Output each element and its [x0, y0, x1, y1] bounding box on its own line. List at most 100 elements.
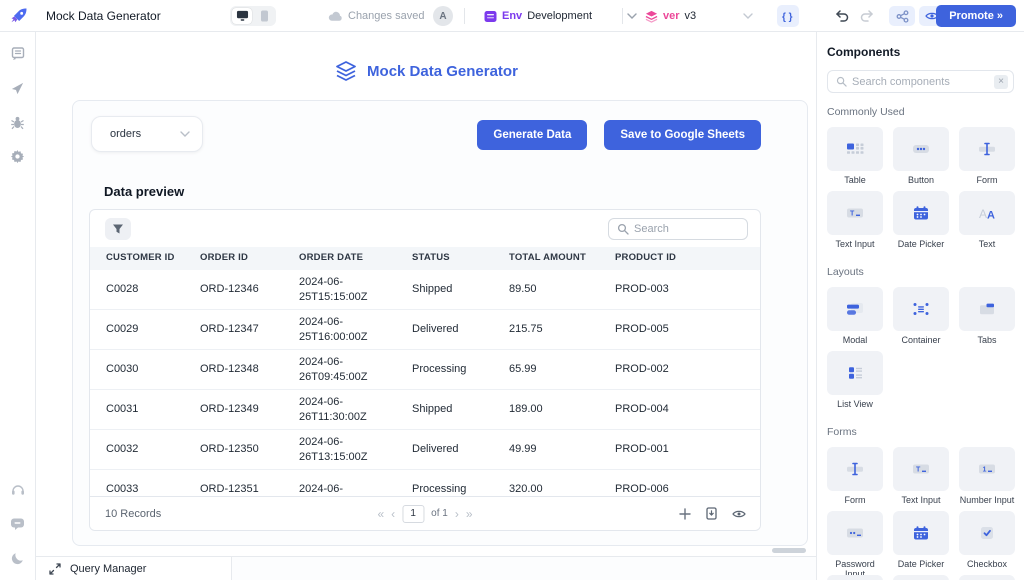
search-icon [836, 76, 847, 87]
component-item-text-input[interactable]: TText Input [827, 191, 883, 249]
save-to-sheets-button[interactable]: Save to Google Sheets [604, 120, 761, 150]
cell-customer-id: C0030 [106, 362, 200, 377]
component-item-form[interactable]: Form [827, 447, 883, 505]
records-count: 10 Records [105, 508, 161, 520]
column-header-order-date[interactable]: ORDER DATE [299, 252, 412, 265]
component-item-label: Text Input [893, 495, 949, 505]
env-label: Env [502, 10, 522, 22]
text-icon: AA [976, 204, 998, 222]
sidebar-item-inspector[interactable] [6, 76, 30, 100]
sidebar-item-pages[interactable] [6, 42, 30, 66]
component-item-date-picker[interactable]: Date Picker [893, 511, 949, 569]
moon-icon [11, 551, 25, 565]
component-item-checkbox[interactable]: Checkbox [959, 511, 1015, 569]
first-page-icon[interactable]: « [377, 508, 384, 520]
generator-card: orders Generate Data Save to Google Shee… [72, 100, 808, 546]
page-number-input[interactable] [402, 505, 424, 523]
code-braces-button[interactable]: { } [777, 5, 799, 27]
filter-button[interactable] [105, 218, 131, 240]
component-item-number-input[interactable]: 1Number Input [959, 447, 1015, 505]
query-manager-toggle[interactable]: Query Manager [36, 557, 232, 580]
divider [622, 8, 623, 24]
column-header-product-id[interactable]: PRODUCT ID [615, 252, 760, 265]
column-header-customer-id[interactable]: CUSTOMER ID [106, 252, 200, 265]
column-header-total-amount[interactable]: TOTAL AMOUNT [509, 252, 615, 265]
next-page-icon[interactable]: › [455, 508, 459, 520]
component-item-list-view[interactable]: List View [827, 351, 883, 409]
cell-total-amount: 65.99 [509, 362, 615, 377]
undo-button[interactable] [832, 6, 852, 26]
component-item[interactable] [893, 575, 949, 580]
cell-order-id: ORD-12350 [200, 442, 299, 457]
cell-total-amount: 320.00 [509, 482, 615, 496]
component-item-modal[interactable]: Modal [827, 287, 883, 345]
clear-search-icon[interactable]: × [994, 75, 1008, 89]
cell-order-date: 2024-06-25T15:15:00Z [299, 275, 412, 305]
component-item-container[interactable]: Container [893, 287, 949, 345]
component-item-text[interactable]: AA Text [959, 191, 1015, 249]
version-selector[interactable]: ver v3 [645, 0, 753, 32]
component-item-table[interactable]: Table [827, 127, 883, 185]
components-panel-title: Components [827, 45, 1014, 59]
form-icon [844, 460, 866, 478]
column-header-order-id[interactable]: ORDER ID [200, 252, 299, 265]
svg-text:{ }: { } [782, 12, 793, 22]
previous-page-icon[interactable]: ‹ [391, 508, 395, 520]
cell-status: Processing [412, 482, 509, 496]
component-item-button[interactable]: Button [893, 127, 949, 185]
component-item-form[interactable]: Form [959, 127, 1015, 185]
component-item-label: Date Picker [893, 559, 949, 569]
table-row[interactable]: C0029ORD-123472024-06-25T16:00:00ZDelive… [90, 310, 760, 350]
table-row[interactable]: C0032ORD-123502024-06-26T13:15:00ZDelive… [90, 430, 760, 470]
action-buttons: Generate Data Save to Google Sheets [477, 120, 761, 150]
monitor-icon [236, 10, 249, 22]
share-button[interactable] [889, 6, 915, 26]
promote-button[interactable]: Promote » [936, 5, 1016, 27]
component-item-text-input[interactable]: T Text Input [893, 447, 949, 505]
sidebar-item-support[interactable] [6, 478, 30, 502]
sidebar-item-debugger[interactable] [6, 110, 30, 134]
app-logo[interactable] [0, 0, 38, 32]
column-visibility-button[interactable] [732, 509, 746, 519]
file-download-icon [705, 507, 718, 520]
table-search-input[interactable] [634, 223, 739, 235]
table-row[interactable]: C0033ORD-123512024-06-Processing320.00PR… [90, 470, 760, 496]
app-canvas: Mock Data Generator orders Generate Data… [36, 32, 816, 556]
mobile-toggle[interactable] [254, 8, 274, 24]
cell-customer-id: C0029 [106, 322, 200, 337]
environment-selector[interactable]: Env Development [484, 0, 637, 32]
component-item-label: Text [959, 239, 1015, 249]
sidebar-item-settings[interactable] [6, 144, 30, 168]
undo-icon [835, 10, 849, 22]
dataset-select[interactable]: orders [91, 116, 203, 152]
text-input-icon: T [910, 460, 932, 478]
cell-product-id: PROD-004 [615, 402, 760, 417]
component-item-label: Container [893, 335, 949, 345]
component-item-date-picker[interactable]: Date Picker [893, 191, 949, 249]
date-picker-icon [910, 524, 932, 542]
sidebar-item-comments[interactable] [6, 512, 30, 536]
avatar[interactable]: A [433, 6, 453, 26]
cell-status: Shipped [412, 402, 509, 417]
redo-button[interactable] [857, 6, 877, 26]
desktop-toggle[interactable] [232, 8, 252, 24]
column-header-status[interactable]: STATUS [412, 252, 509, 265]
table-icon [844, 140, 866, 158]
table-row[interactable]: C0031ORD-123492024-06-26T11:30:00ZShippe… [90, 390, 760, 430]
components-search-input[interactable] [852, 76, 989, 88]
download-button[interactable] [705, 507, 718, 520]
horizontal-scrollbar[interactable] [772, 548, 806, 553]
component-item-password-input[interactable]: Password Input [827, 511, 883, 569]
last-page-icon[interactable]: » [466, 508, 473, 520]
table-row[interactable]: C0028ORD-123462024-06-25T15:15:00ZShippe… [90, 270, 760, 310]
component-item[interactable] [827, 575, 883, 580]
svg-text:T: T [850, 211, 855, 218]
theme-toggle[interactable] [6, 546, 30, 570]
eye-icon [732, 509, 746, 519]
table-row[interactable]: C0030ORD-123482024-06-26T09:45:00ZProces… [90, 350, 760, 390]
component-item-tabs[interactable]: Tabs [959, 287, 1015, 345]
component-item[interactable] [959, 575, 1015, 580]
cell-product-id: PROD-006 [615, 482, 760, 496]
add-row-button[interactable] [679, 508, 691, 520]
generate-data-button[interactable]: Generate Data [477, 120, 587, 150]
